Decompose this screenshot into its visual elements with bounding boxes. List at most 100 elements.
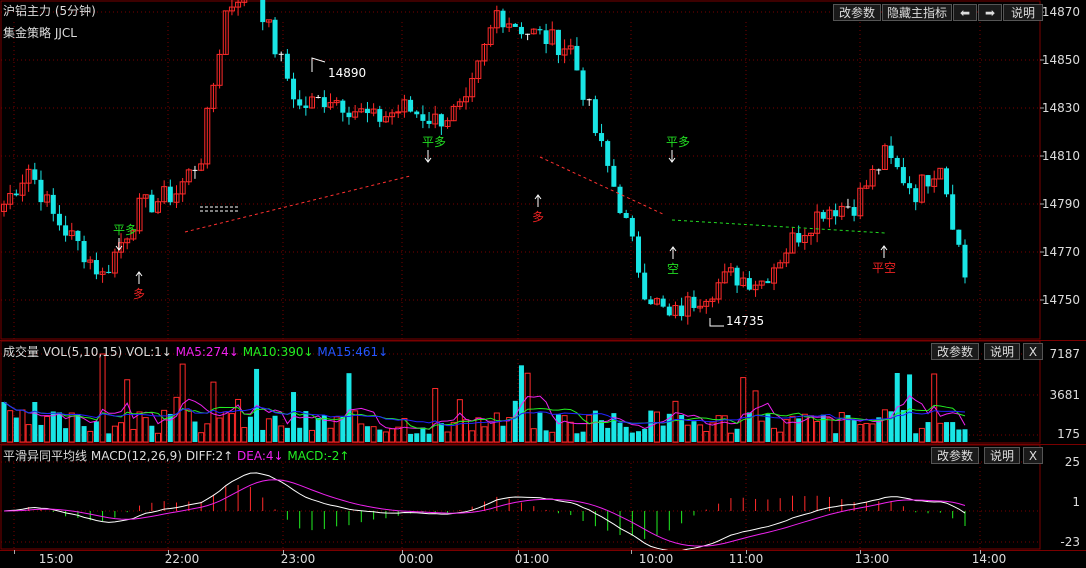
volume-bar [851, 420, 857, 442]
volume-bar [833, 433, 839, 442]
macd-edit-params-button[interactable]: 改参数 [931, 447, 979, 464]
candlestick-panel[interactable]: 14890 14735 平多多平多多平多空平空 沪铝主力 (5分钟) 集金策略 JJ… [0, 0, 1086, 340]
volume-bar [278, 425, 285, 443]
volume-bar [605, 427, 611, 442]
signal-label: 多 [532, 210, 544, 224]
volume-bar [512, 400, 518, 442]
volume-chart[interactable] [0, 341, 1086, 444]
candle-body [346, 112, 352, 118]
volume-bar [777, 431, 784, 443]
macd-close-icon[interactable]: X [1023, 447, 1043, 464]
volume-bar [315, 418, 321, 442]
candle-body [284, 53, 290, 79]
volume-bar [56, 412, 62, 442]
volume-bar [25, 424, 32, 443]
candle-body [185, 169, 192, 183]
arrow-left-icon[interactable]: ⬅ [953, 4, 977, 21]
volume-params: VOL(5,10,15) [42, 345, 123, 359]
volume-bar [303, 411, 309, 442]
volume-bar [888, 411, 894, 442]
volume-bar [420, 427, 426, 442]
volume-bar [7, 410, 14, 443]
volume-bar [703, 430, 710, 443]
volume-bar [524, 372, 531, 443]
time-tick-label: 01:00 [514, 552, 550, 566]
candle-body [38, 179, 44, 203]
candle-body [469, 78, 476, 98]
volume-bar [44, 416, 51, 443]
volume-bar [666, 413, 672, 442]
candle-body [192, 169, 198, 171]
edit-params-button[interactable]: 改参数 [833, 4, 881, 21]
volume-bar [697, 424, 704, 443]
help-button[interactable]: 说明 [1003, 4, 1043, 21]
signal-label: 平多 [666, 135, 690, 149]
volume-bar [408, 433, 414, 442]
macd-chart[interactable] [0, 445, 1086, 550]
candle-body [173, 193, 180, 203]
candle-body [801, 235, 808, 243]
volume-bar [297, 427, 303, 442]
volume-bar [475, 417, 482, 443]
candle-body [894, 157, 900, 168]
volume-bar [518, 365, 524, 442]
candle-body [826, 209, 833, 220]
volume-edit-params-button[interactable]: 改参数 [931, 343, 979, 360]
candle-body [198, 163, 205, 171]
candle-body [63, 225, 69, 236]
volume-close-icon[interactable]: X [1023, 343, 1043, 360]
candle-body [327, 102, 334, 108]
volume-bar [783, 419, 790, 443]
volume-bar [925, 422, 931, 442]
volume-tick-label: 175 [1057, 427, 1080, 441]
candle-body [653, 298, 660, 305]
candle-body [395, 111, 402, 114]
candle-body [278, 53, 284, 55]
volume-bar [414, 433, 420, 442]
trend-line [184, 175, 411, 233]
volume-bar [574, 433, 580, 442]
volume-bar [19, 409, 26, 443]
volume-bar [907, 374, 913, 442]
volume-bar [216, 417, 223, 443]
time-tick-mark [980, 550, 981, 554]
high-marker [311, 57, 326, 72]
macd-help-button[interactable]: 说明 [984, 447, 1020, 464]
candle-body [475, 60, 482, 80]
time-tick-label: 10:00 [638, 552, 674, 566]
price-tick-label: 14850 [1041, 53, 1080, 67]
candle-body [950, 194, 956, 230]
volume-bar [210, 381, 217, 443]
volume-bar [370, 426, 377, 443]
volume-help-button[interactable]: 说明 [984, 343, 1020, 360]
candle-body [265, 19, 272, 23]
signal-label: 空 [667, 262, 679, 276]
volume-bar [438, 423, 444, 442]
hide-indicator-button[interactable]: 隐藏主指标 [882, 4, 952, 21]
volume-panel[interactable]: 成交量 VOL(5,10,15) VOL:1↓ MA5:274↓ MA10:39… [0, 341, 1086, 444]
arrow-right-icon[interactable]: ➡ [978, 4, 1002, 21]
candle-body [666, 306, 672, 316]
candle-body [512, 23, 518, 27]
candle-body [204, 107, 211, 165]
volume-bar [869, 423, 876, 443]
signal-arrow [668, 157, 676, 163]
candle-body [432, 113, 439, 125]
candle-body [758, 280, 765, 286]
candle-body [623, 212, 629, 218]
candle-body [648, 299, 654, 305]
volume-bar [142, 417, 149, 443]
macd-panel[interactable]: 平滑异同平均线 MACD(12,26,9) DIFF:2↑ DEA:4↓ MAC… [0, 445, 1086, 550]
candle-body [697, 305, 704, 309]
volume-bar [937, 422, 944, 443]
volume-bar [691, 421, 697, 442]
candle-body [303, 105, 309, 108]
volume-plot-border [0, 341, 1041, 444]
volume-bar [789, 415, 796, 443]
candle-body [75, 230, 81, 242]
volume-bar [918, 427, 925, 443]
volume-bar [740, 377, 747, 443]
candle-body [426, 120, 432, 124]
volume-bar [727, 432, 734, 443]
